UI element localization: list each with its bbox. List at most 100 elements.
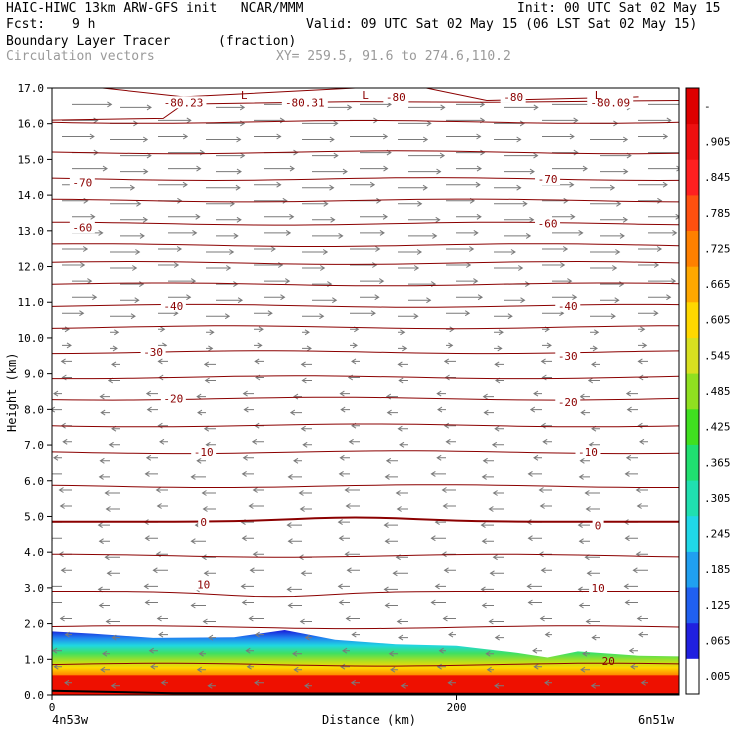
circulation-vector xyxy=(146,406,158,413)
circulation-vector xyxy=(150,663,158,670)
isotherm-label: -60 xyxy=(538,218,558,231)
circulation-vector xyxy=(144,535,158,542)
isotherm-line xyxy=(52,303,679,308)
circulation-vector xyxy=(582,650,590,657)
circulation-vector xyxy=(485,650,494,657)
circulation-vector xyxy=(312,152,339,159)
circulation-vector xyxy=(504,216,535,223)
circulation-vector xyxy=(639,438,648,445)
circulation-vector xyxy=(504,104,539,111)
circulation-vector xyxy=(110,200,142,207)
xy-label: XY= 259.5, 91.6 to 274.6,110.2 xyxy=(276,49,511,64)
circulation-vector xyxy=(312,297,338,304)
colorbar-frame xyxy=(685,87,700,695)
circulation-vector xyxy=(542,133,575,140)
isotherm-label: -80.09 xyxy=(590,96,630,109)
circulation-vector xyxy=(600,297,620,304)
circulation-vector xyxy=(241,535,254,542)
isotherm-line xyxy=(52,325,679,330)
circulation-vector xyxy=(628,647,638,654)
circulation-vector xyxy=(494,136,522,143)
x-axis-label: Distance (km) xyxy=(322,713,416,727)
circulation-vector xyxy=(483,409,494,416)
circulation-vector xyxy=(398,265,420,271)
circulation-vector xyxy=(206,249,235,255)
circulation-vector xyxy=(160,679,168,686)
isotherm-label: -40 xyxy=(163,300,183,313)
circulation-vector xyxy=(152,567,168,574)
circulation-vector xyxy=(293,393,302,400)
circulation-vector xyxy=(110,184,136,191)
y-tick-label: 0.0 xyxy=(24,689,44,702)
colorbar-swatch xyxy=(686,587,699,624)
circulation-vector xyxy=(240,583,254,590)
circulation-vector xyxy=(110,345,118,352)
circulation-vector xyxy=(197,409,206,416)
circulation-vector xyxy=(245,647,254,654)
circulation-vector xyxy=(286,586,302,593)
isotherm-line xyxy=(52,150,679,155)
circulation-vector xyxy=(552,229,584,236)
y-tick-label: 8.0 xyxy=(24,403,44,416)
circulation-vector xyxy=(254,342,263,349)
circulation-vector xyxy=(198,650,206,657)
circulation-vector xyxy=(158,262,180,268)
circulation-vector xyxy=(108,441,120,448)
circulation-vector xyxy=(638,133,669,140)
circulation-vector xyxy=(203,361,216,368)
circulation-vector xyxy=(636,503,648,509)
circulation-vector xyxy=(243,406,254,413)
circulation-vector xyxy=(408,168,442,175)
colorbar-label: .845 xyxy=(704,171,731,184)
colorbar-swatch xyxy=(686,123,699,160)
circulation-vector xyxy=(53,663,62,670)
circulation-vector xyxy=(345,615,360,622)
circulation-vector xyxy=(351,358,360,365)
circulation-vector xyxy=(120,104,152,111)
circulation-vector xyxy=(408,232,438,239)
circulation-vector xyxy=(216,168,242,175)
colorbar-label: .185 xyxy=(704,563,731,576)
circulation-vector xyxy=(446,326,455,333)
circulation-vector xyxy=(494,249,516,255)
circulation-vector xyxy=(480,522,494,529)
circulation-vector xyxy=(242,390,254,397)
circulation-vector xyxy=(384,538,398,545)
colorbar-swatch xyxy=(686,622,699,659)
circulation-vector xyxy=(190,473,206,480)
circulation-vector xyxy=(302,313,325,320)
circulation-vector xyxy=(206,313,231,320)
circulation-vector xyxy=(350,342,358,349)
circulation-vector xyxy=(632,567,648,574)
isotherm-line xyxy=(52,450,679,455)
circulation-vector xyxy=(120,232,145,239)
circulation-vector xyxy=(302,441,312,448)
circulation-vector xyxy=(447,679,456,686)
circulation-vector xyxy=(302,345,312,352)
colorbar-label: .065 xyxy=(704,635,731,648)
y-tick-label: 10.0 xyxy=(18,332,45,345)
circulation-vector xyxy=(384,473,398,480)
circulation-vector xyxy=(383,586,398,593)
circulation-vector xyxy=(252,551,264,558)
circulation-vector xyxy=(61,374,72,381)
circulation-vector xyxy=(110,136,149,143)
circulation-vector xyxy=(299,618,312,625)
circulation-vector xyxy=(120,281,145,288)
circulation-vector xyxy=(97,522,110,529)
circulation-vector xyxy=(249,567,264,574)
isotherm-label: -40 xyxy=(558,300,578,313)
circulation-vector xyxy=(248,615,264,622)
circulation-vector xyxy=(302,265,326,271)
circulation-vector xyxy=(52,647,62,654)
circulation-vector xyxy=(201,490,216,496)
circulation-vector xyxy=(552,149,579,156)
circulation-vector xyxy=(264,294,286,301)
circulation-vector xyxy=(304,682,312,689)
circulation-vector xyxy=(338,599,350,606)
circulation-vector xyxy=(446,246,475,252)
circulation-vector xyxy=(443,422,456,429)
isotherm-label: 10 xyxy=(591,582,604,595)
circulation-vector xyxy=(638,197,663,204)
circulation-vector xyxy=(304,634,312,641)
